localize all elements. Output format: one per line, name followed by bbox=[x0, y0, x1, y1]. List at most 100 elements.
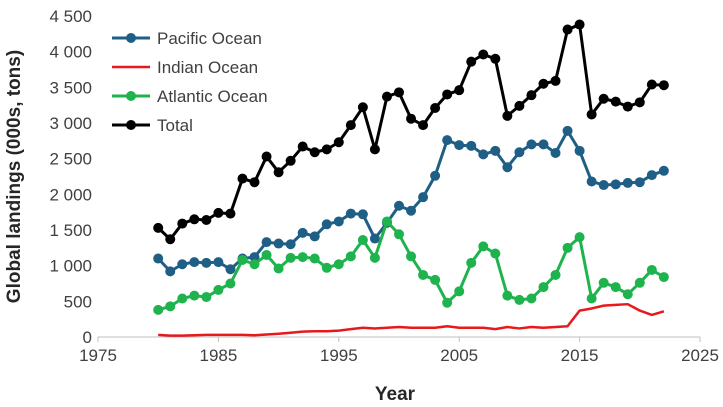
data-point bbox=[237, 254, 248, 265]
data-point bbox=[394, 229, 404, 240]
data-point bbox=[658, 272, 669, 283]
data-point bbox=[502, 162, 513, 173]
y-tick-label: 0 bbox=[83, 328, 92, 347]
data-point bbox=[490, 53, 501, 64]
y-axis-title: Global landings (000s, tons) bbox=[4, 50, 25, 303]
data-point bbox=[634, 177, 645, 188]
legend-swatch-marker bbox=[126, 91, 136, 101]
data-point bbox=[189, 290, 200, 301]
y-tick-label: 2 000 bbox=[49, 185, 92, 204]
data-point bbox=[153, 253, 164, 264]
data-point bbox=[430, 103, 441, 114]
data-point bbox=[297, 141, 308, 152]
data-point bbox=[622, 289, 633, 300]
data-point bbox=[466, 140, 477, 151]
data-point bbox=[514, 100, 525, 111]
legend-swatch-marker bbox=[126, 120, 136, 130]
y-tick-label: 2 500 bbox=[49, 150, 92, 169]
data-point bbox=[273, 167, 284, 178]
data-point bbox=[297, 252, 308, 263]
data-point bbox=[165, 301, 176, 312]
data-point bbox=[622, 177, 633, 188]
data-point bbox=[285, 252, 296, 263]
data-point bbox=[562, 24, 573, 35]
data-point bbox=[574, 232, 585, 243]
data-point bbox=[225, 264, 236, 275]
data-point bbox=[153, 222, 164, 233]
x-axis-ticks: 1975 1985 1995 2005 2015 2025 bbox=[79, 337, 719, 365]
data-point bbox=[321, 219, 332, 230]
data-point bbox=[430, 170, 441, 181]
data-point bbox=[394, 200, 404, 211]
legend-item: Indian Ocean bbox=[112, 58, 258, 77]
data-point bbox=[249, 259, 260, 270]
legend-item: Pacific Ocean bbox=[112, 29, 262, 48]
data-point bbox=[369, 233, 380, 244]
data-point bbox=[201, 215, 212, 226]
series-pacific-ocean bbox=[153, 125, 669, 277]
y-tick-label: 4 500 bbox=[49, 7, 92, 26]
data-point bbox=[490, 248, 501, 259]
data-point bbox=[406, 113, 417, 124]
data-point bbox=[321, 144, 332, 155]
data-point bbox=[394, 87, 404, 98]
series-atlantic-ocean bbox=[153, 216, 669, 315]
x-tick-label: 1975 bbox=[79, 346, 117, 365]
data-point bbox=[646, 79, 657, 90]
data-point bbox=[165, 266, 176, 277]
data-point bbox=[514, 294, 525, 305]
legend: Pacific Ocean Indian Ocean Atlantic Ocean T… bbox=[112, 29, 268, 135]
data-point bbox=[261, 249, 272, 260]
data-point bbox=[297, 227, 308, 238]
y-tick-label: 4 000 bbox=[49, 43, 92, 62]
data-point bbox=[502, 290, 513, 301]
data-point bbox=[610, 179, 621, 190]
data-point bbox=[442, 89, 453, 100]
data-point bbox=[189, 214, 200, 225]
data-point bbox=[598, 93, 609, 104]
data-point bbox=[333, 137, 344, 148]
data-point bbox=[610, 96, 621, 107]
y-axis-ticks: 0 500 1 000 1 500 2 000 2 500 3 000 3 500 4 000 4… bbox=[49, 7, 92, 347]
x-tick-label: 2025 bbox=[681, 346, 719, 365]
data-point bbox=[442, 297, 453, 308]
x-tick-label: 1995 bbox=[320, 346, 358, 365]
data-point bbox=[273, 238, 284, 249]
y-tick-label: 3 000 bbox=[49, 114, 92, 133]
data-point bbox=[562, 125, 573, 136]
data-point bbox=[418, 120, 429, 131]
data-point bbox=[261, 237, 272, 248]
data-point bbox=[634, 277, 645, 288]
data-point bbox=[658, 165, 669, 176]
data-point bbox=[225, 278, 236, 289]
data-point bbox=[273, 263, 284, 274]
data-point bbox=[514, 147, 525, 158]
data-point bbox=[430, 274, 441, 285]
legend-label: Indian Ocean bbox=[157, 58, 258, 77]
data-point bbox=[574, 145, 585, 156]
data-point bbox=[454, 286, 465, 297]
data-point bbox=[213, 257, 224, 268]
data-point bbox=[418, 192, 429, 203]
data-point bbox=[309, 147, 320, 158]
data-point bbox=[490, 145, 501, 156]
legend-label: Total bbox=[157, 116, 193, 135]
data-point bbox=[309, 253, 320, 264]
data-point bbox=[285, 155, 296, 166]
data-point bbox=[658, 80, 669, 91]
series-line bbox=[158, 302, 665, 337]
data-point bbox=[345, 120, 356, 131]
data-point bbox=[478, 149, 489, 160]
data-point bbox=[406, 251, 417, 262]
data-point bbox=[610, 282, 621, 293]
x-tick-label: 2005 bbox=[440, 346, 478, 365]
data-point bbox=[249, 177, 260, 188]
data-point bbox=[189, 257, 200, 268]
data-point bbox=[321, 262, 332, 273]
data-point bbox=[237, 173, 248, 184]
y-tick-label: 1 500 bbox=[49, 221, 92, 240]
data-point bbox=[586, 109, 597, 120]
data-point bbox=[406, 205, 417, 216]
data-point bbox=[526, 90, 537, 101]
data-point bbox=[550, 269, 561, 280]
